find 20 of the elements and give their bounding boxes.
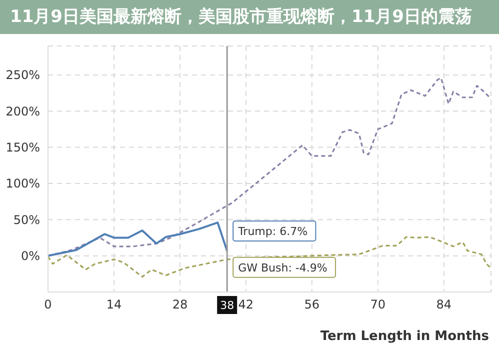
annotation: GW Bush: -4.9% bbox=[238, 261, 328, 274]
line-series bbox=[48, 236, 491, 278]
x-axis-title: Term Length in Months bbox=[320, 329, 490, 344]
annotation: Trump: 6.7% bbox=[237, 224, 308, 238]
y-tick-label: 250% bbox=[6, 68, 40, 82]
y-tick-label: 200% bbox=[6, 104, 40, 118]
y-tick-label: 100% bbox=[6, 176, 40, 191]
y-tick-label: 150% bbox=[6, 140, 40, 155]
x-tick-label: 42 bbox=[238, 298, 254, 312]
ref-line-label: 38 bbox=[220, 299, 234, 312]
y-tick-label: 50% bbox=[13, 212, 40, 227]
chart-title: 11月9日美国最新熔断，美国股市重现熔断，11月9日的震荡 bbox=[0, 0, 499, 34]
line-series bbox=[48, 222, 228, 257]
y-tick-label: 0% bbox=[20, 249, 40, 264]
x-tick-label: 84 bbox=[436, 298, 452, 312]
x-tick-label: 0 bbox=[44, 298, 52, 312]
x-tick-label: 28 bbox=[172, 298, 188, 312]
x-tick-label: 70 bbox=[370, 298, 386, 312]
x-tick-label: 14 bbox=[106, 298, 122, 312]
x-tick-label: 56 bbox=[304, 298, 320, 312]
